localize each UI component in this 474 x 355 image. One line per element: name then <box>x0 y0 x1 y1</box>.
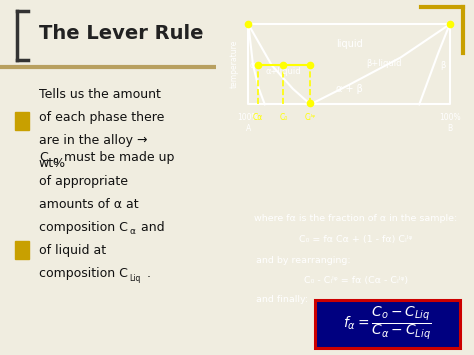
Bar <box>15 112 29 130</box>
Text: C: C <box>39 152 47 164</box>
Text: composition C: composition C <box>39 267 128 280</box>
Text: and by rearranging:: and by rearranging: <box>255 256 350 265</box>
Text: Tells us the amount: Tells us the amount <box>39 88 161 100</box>
Text: β+liquid: β+liquid <box>366 59 402 68</box>
Text: The Lever Rule: The Lever Rule <box>39 24 203 43</box>
Text: C₀: C₀ <box>279 113 288 122</box>
Text: of each phase there: of each phase there <box>39 111 164 124</box>
Text: Cₗᴵᵠ: Cₗᴵᵠ <box>305 113 316 122</box>
Text: .: . <box>146 267 151 280</box>
Text: Liq: Liq <box>129 274 141 283</box>
Text: where fα is the fraction of α in the sample:: where fα is the fraction of α in the sam… <box>254 214 457 223</box>
Text: 0: 0 <box>53 158 59 167</box>
Text: 100%
A: 100% A <box>237 113 259 133</box>
Text: amounts of α at: amounts of α at <box>39 198 138 211</box>
Text: temperature: temperature <box>230 39 239 88</box>
Text: $f_\alpha = \dfrac{C_o - C_{Liq}}{C_\alpha - C_{Liq}}$: $f_\alpha = \dfrac{C_o - C_{Liq}}{C_\alp… <box>343 305 431 342</box>
Text: of appropriate: of appropriate <box>39 175 128 187</box>
Text: C₀ - Cₗᴵᵠ = fα (Cα - Cₗᴵᵠ): C₀ - Cₗᴵᵠ = fα (Cα - Cₗᴵᵠ) <box>303 276 408 285</box>
Text: C₀ = fα Cα + (1 - fα) Cₗᴵᵠ: C₀ = fα Cα + (1 - fα) Cₗᴵᵠ <box>299 235 412 244</box>
Text: liquid: liquid <box>336 39 363 49</box>
Text: and: and <box>137 221 164 234</box>
Text: wt%: wt% <box>39 157 66 170</box>
Text: α+liquid: α+liquid <box>265 67 301 76</box>
Text: composition C: composition C <box>39 221 128 234</box>
Text: 100%
B: 100% B <box>439 113 461 133</box>
Text: must be made up: must be made up <box>60 152 175 164</box>
Text: are in the alloy →: are in the alloy → <box>39 134 147 147</box>
Text: α: α <box>129 227 136 236</box>
Bar <box>15 241 29 259</box>
FancyBboxPatch shape <box>315 300 459 348</box>
Text: β: β <box>440 61 446 70</box>
Text: Cα: Cα <box>253 113 263 122</box>
Text: and finally:: and finally: <box>255 295 308 305</box>
Text: α + β: α + β <box>336 84 363 94</box>
Text: α: α <box>249 61 255 70</box>
Text: of liquid at: of liquid at <box>39 244 106 257</box>
